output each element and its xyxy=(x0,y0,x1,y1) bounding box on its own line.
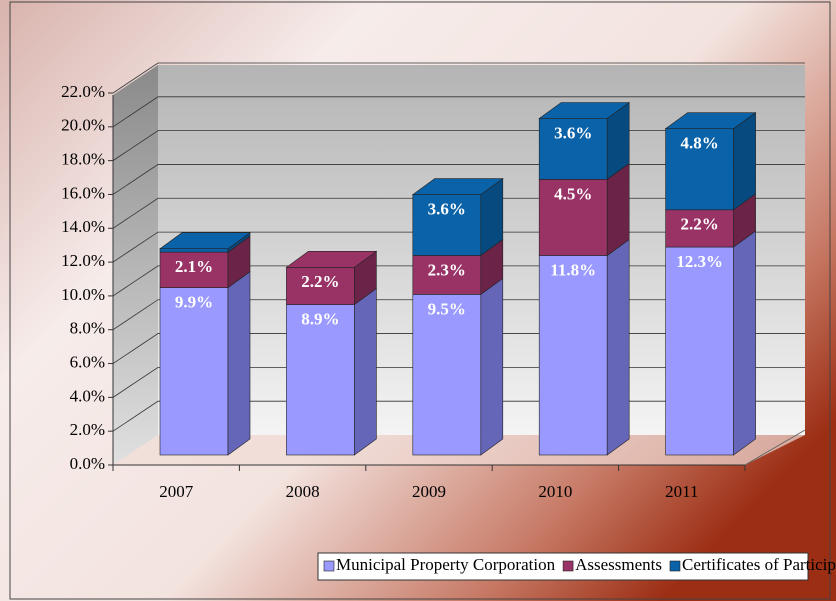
bar-side xyxy=(606,238,630,456)
y-tick-label: 8.0% xyxy=(70,319,105,338)
bar-segment xyxy=(665,246,734,456)
bar-top xyxy=(664,112,757,129)
data-label: 11.8% xyxy=(550,260,596,279)
legend-swatch xyxy=(562,560,574,572)
bar-top xyxy=(411,178,504,195)
y-tick-label: 18.0% xyxy=(61,150,105,169)
y-tick-label: 20.0% xyxy=(61,116,105,135)
y-tick-label: 16.0% xyxy=(61,183,105,202)
x-tick-label: 2008 xyxy=(286,482,320,501)
data-label: 8.9% xyxy=(301,309,339,328)
legend-label: Assessments xyxy=(575,555,662,574)
floor-edge xyxy=(744,429,806,466)
bar-top xyxy=(159,232,251,250)
data-label: 3.6% xyxy=(554,123,592,142)
data-label: 9.5% xyxy=(428,299,466,318)
data-label: 12.3% xyxy=(676,252,723,271)
grid-line xyxy=(112,62,805,94)
data-label: 2.3% xyxy=(428,260,466,279)
y-tick-label: 0.0% xyxy=(70,454,105,473)
bar-segment xyxy=(412,294,482,456)
side-wall xyxy=(113,65,158,465)
y-tick-label: 6.0% xyxy=(70,352,105,371)
bar-side xyxy=(733,230,756,456)
bar-segment xyxy=(159,251,229,288)
x-tick-label: 2009 xyxy=(412,482,446,501)
bar-side xyxy=(733,112,756,211)
legend-swatch xyxy=(323,560,335,572)
y-tick-label: 22.0% xyxy=(61,82,105,101)
legend-label: Certificates of Participation xyxy=(682,555,836,574)
bar-segment xyxy=(538,179,608,256)
y-tick-label: 12.0% xyxy=(61,251,105,270)
bar-top xyxy=(538,102,631,119)
bar-segment xyxy=(538,118,608,180)
y-tick-label: 14.0% xyxy=(61,217,105,236)
data-label: 9.9% xyxy=(175,293,213,312)
bar-segment xyxy=(538,255,608,456)
x-tick-label: 2011 xyxy=(665,482,698,501)
legend-swatch xyxy=(669,560,681,572)
bar-side xyxy=(480,277,504,456)
bar-side xyxy=(227,271,251,456)
bar-segment xyxy=(665,128,734,211)
bar-top xyxy=(285,251,378,268)
data-label: 2.1% xyxy=(175,257,213,276)
data-label: 2.2% xyxy=(680,215,718,234)
y-tick-label: 10.0% xyxy=(61,285,105,304)
bar-segment xyxy=(412,194,482,256)
data-label: 2.2% xyxy=(301,272,339,291)
y-tick-label: 2.0% xyxy=(70,420,105,439)
data-label: 4.8% xyxy=(680,134,718,153)
bar-segment xyxy=(665,209,734,248)
bar-side xyxy=(354,287,377,456)
data-label: 4.5% xyxy=(554,184,592,203)
x-tick-label: 2010 xyxy=(538,482,572,501)
bar-segment xyxy=(159,248,229,253)
data-label: 3.6% xyxy=(428,200,466,219)
x-tick-label: 2007 xyxy=(159,482,194,501)
legend-label: Municipal Property Corporation xyxy=(336,555,556,574)
bar-segment xyxy=(159,287,229,456)
frame xyxy=(9,1,831,600)
grid-line xyxy=(112,96,805,128)
y-tick-label: 4.0% xyxy=(70,386,105,405)
